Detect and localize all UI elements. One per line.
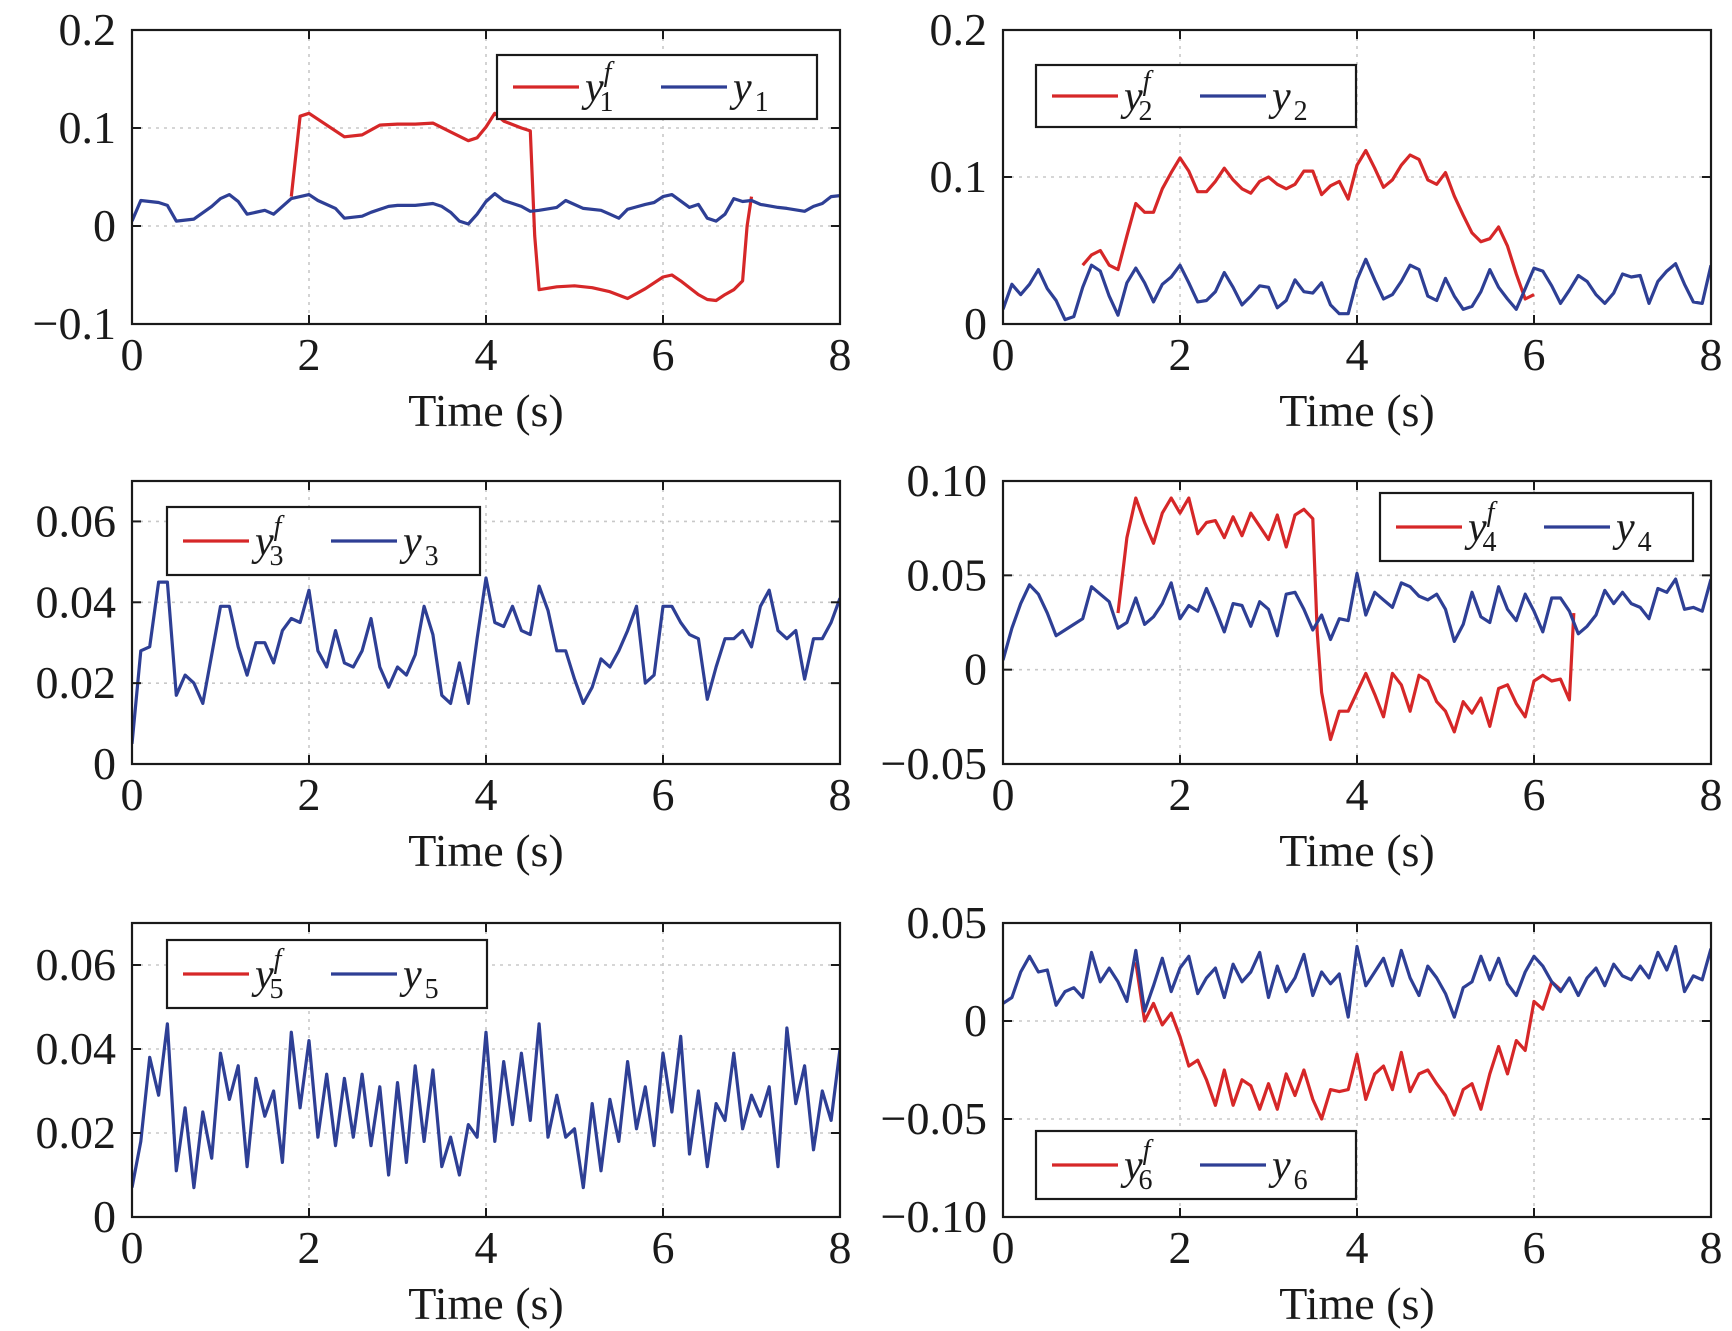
- legend: yf 4 y 4: [1378, 491, 1695, 563]
- x-tick-label: 6: [1523, 1222, 1546, 1273]
- x-tick-label: 4: [1346, 329, 1369, 380]
- panel-5: 0 2 4 6 8 0 0.02 0.04 0.06 Time (s) yf 5 y 5: [36, 921, 852, 1329]
- y-tick-label: 0: [964, 644, 987, 695]
- y-tick-label: 0.06: [36, 495, 117, 546]
- legend-entry-label: yf 4: [1464, 497, 1498, 558]
- x-tick-label: 2: [1169, 1222, 1192, 1273]
- x-tick-label: 2: [298, 769, 321, 820]
- x-tick-label: 2: [1169, 329, 1192, 380]
- x-tick-label: 8: [829, 769, 852, 820]
- x-axis-title: Time (s): [408, 385, 564, 436]
- x-tick-label: 4: [1346, 1222, 1369, 1273]
- y-tick-label: 0.02: [36, 657, 117, 708]
- y-tick-label: −0.1: [33, 298, 116, 349]
- y-tick-label: 0.1: [59, 102, 117, 153]
- x-tick-label: 8: [1700, 1222, 1723, 1273]
- y-tick-label: −0.10: [881, 1191, 987, 1242]
- series-line-y2: [1003, 257, 1711, 322]
- x-axis-title: Time (s): [1279, 1278, 1435, 1329]
- y-tick-label: 0.05: [907, 897, 988, 948]
- legend: yf 3 y 3: [165, 505, 482, 577]
- x-tick-label: 2: [298, 1222, 321, 1273]
- y-tick-label: 0.1: [930, 151, 988, 202]
- y-tick-label: 0.04: [36, 1023, 117, 1074]
- y-tick-label: 0: [93, 200, 116, 251]
- series-line-y1f: [289, 111, 754, 303]
- series-line-y4f: [1116, 496, 1576, 742]
- panel-2: 0 2 4 6 8 0 0.1 0.2 Time (s) yf 2 y 2: [930, 4, 1723, 436]
- x-tick-label: 0: [992, 329, 1015, 380]
- x-tick-label: 6: [652, 329, 675, 380]
- panel-6: 0 2 4 6 8 −0.10 −0.05 0 0.05 Time (s) yf 6 y 6: [881, 897, 1723, 1329]
- y-tick-label: 0: [964, 298, 987, 349]
- x-axis-title: Time (s): [1279, 385, 1435, 436]
- series-line-y6f: [1134, 961, 1562, 1121]
- x-tick-label: 4: [1346, 769, 1369, 820]
- y-tick-label: 0: [93, 738, 116, 789]
- panel-3: 0 2 4 6 8 0 0.02 0.04 0.06 Time (s) yf 3 y 3: [36, 479, 852, 876]
- x-tick-label: 0: [992, 769, 1015, 820]
- y-tick-label: 0.10: [907, 455, 988, 506]
- x-tick-label: 4: [475, 1222, 498, 1273]
- x-axis-title: Time (s): [1279, 825, 1435, 876]
- x-tick-label: 0: [121, 329, 144, 380]
- legend-entry-label: yf 2: [1120, 66, 1154, 127]
- x-tick-label: 6: [652, 769, 675, 820]
- y-tick-label: −0.05: [881, 1093, 987, 1144]
- y-tick-label: 0.05: [907, 549, 988, 600]
- x-tick-label: 6: [652, 1222, 675, 1273]
- y-tick-label: 0.02: [36, 1107, 117, 1158]
- legend-entry-label: yf 6: [1120, 1135, 1154, 1196]
- series-line-y2f: [1081, 148, 1535, 301]
- y-tick-label: −0.05: [881, 738, 987, 789]
- x-tick-label: 8: [829, 329, 852, 380]
- legend-entry-label: yf 5: [251, 944, 285, 1005]
- x-tick-label: 8: [829, 1222, 852, 1273]
- y-tick-label: 0: [93, 1191, 116, 1242]
- x-tick-label: 0: [121, 1222, 144, 1273]
- legend: yf 1 y 1: [495, 53, 819, 121]
- series-line-y6: [1003, 944, 1711, 1019]
- y-tick-label: 0.06: [36, 939, 117, 990]
- y-tick-label: 0.2: [59, 4, 117, 55]
- y-tick-label: 0.04: [36, 576, 117, 627]
- x-axis-title: Time (s): [408, 1278, 564, 1329]
- x-tick-label: 4: [475, 769, 498, 820]
- x-tick-label: 8: [1700, 329, 1723, 380]
- series-line-y4: [1003, 571, 1711, 661]
- legend-entry-label: yf 3: [251, 511, 285, 572]
- y-tick-label: 0: [964, 995, 987, 1046]
- x-tick-label: 4: [475, 329, 498, 380]
- x-tick-label: 6: [1523, 329, 1546, 380]
- y-tick-label: 0.2: [930, 4, 988, 55]
- x-tick-label: 0: [992, 1222, 1015, 1273]
- legend: yf 5 y 5: [165, 938, 489, 1010]
- x-tick-label: 2: [1169, 769, 1192, 820]
- series-line-y5: [132, 1022, 840, 1190]
- series-line-y3: [132, 576, 840, 744]
- x-tick-label: 0: [121, 769, 144, 820]
- legend: yf 6 y 6: [1034, 1129, 1358, 1201]
- legend: yf 2 y 2: [1034, 63, 1358, 129]
- x-axis-title: Time (s): [408, 825, 564, 876]
- x-tick-label: 8: [1700, 769, 1723, 820]
- x-tick-label: 2: [298, 329, 321, 380]
- series-line-y1: [132, 192, 840, 226]
- legend-entry-label: yf 1: [581, 57, 615, 118]
- x-tick-label: 6: [1523, 769, 1546, 820]
